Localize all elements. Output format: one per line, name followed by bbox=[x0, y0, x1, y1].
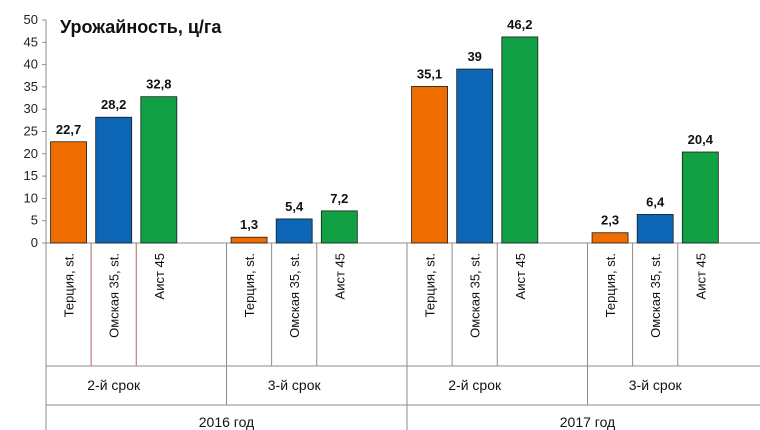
bar-value-label: 6,4 bbox=[646, 194, 665, 209]
chart-title: Урожайность, ц/га bbox=[60, 17, 222, 37]
y-tick-label: 5 bbox=[31, 213, 38, 228]
term-label: 2-й срок bbox=[448, 377, 502, 393]
term-label: 2-й срок bbox=[87, 377, 141, 393]
bar-value-label: 22,7 bbox=[56, 122, 81, 137]
category-label: Терция, st. bbox=[242, 253, 257, 317]
bar bbox=[50, 141, 87, 244]
bar-value-label: 46,2 bbox=[507, 17, 532, 32]
bar-value-label: 39 bbox=[467, 49, 481, 64]
bar-value-label: 20,4 bbox=[688, 132, 714, 147]
bar-value-label: 7,2 bbox=[330, 191, 348, 206]
category-label: Терция, st. bbox=[423, 253, 438, 317]
y-tick-label: 30 bbox=[24, 101, 38, 116]
bar-value-label: 2,3 bbox=[601, 213, 619, 228]
category-label: Омская 35, st. bbox=[287, 253, 302, 338]
year-label: 2017 год bbox=[560, 414, 615, 430]
term-label: 3-й срок bbox=[268, 377, 322, 393]
category-label: Омская 35, st. bbox=[107, 253, 122, 338]
category-label: Аист 45 bbox=[693, 253, 708, 299]
y-tick-label: 15 bbox=[24, 168, 38, 183]
bar bbox=[275, 218, 313, 244]
y-tick-label: 10 bbox=[24, 190, 38, 205]
y-tick-label: 50 bbox=[24, 12, 38, 27]
category-label: Аист 45 bbox=[152, 253, 167, 299]
y-tick-label: 40 bbox=[24, 57, 38, 72]
bar-value-label: 5,4 bbox=[285, 199, 304, 214]
bar bbox=[230, 236, 268, 244]
year-label: 2016 год bbox=[199, 414, 254, 430]
bar bbox=[636, 214, 674, 244]
category-label: Аист 45 bbox=[332, 253, 347, 299]
bar-value-label: 28,2 bbox=[101, 97, 126, 112]
bar bbox=[320, 210, 358, 244]
category-label: Терция, st. bbox=[603, 253, 618, 317]
bar bbox=[456, 68, 494, 244]
category-label: Терция, st. bbox=[62, 253, 77, 317]
y-tick-label: 35 bbox=[24, 79, 38, 94]
bar bbox=[95, 116, 133, 244]
bar bbox=[411, 86, 448, 244]
bar bbox=[591, 232, 629, 244]
plot-area: 0 5 10 15 20 25 30 35 40 45 50 22,7 Терция, st. 28,2 О… bbox=[24, 12, 760, 430]
category-label: Омская 35, st. bbox=[648, 253, 663, 338]
category-label: Омская 35, st. bbox=[468, 253, 483, 338]
y-tick-label: 0 bbox=[31, 235, 38, 250]
bar-value-label: 1,3 bbox=[240, 217, 258, 232]
y-tick-label: 45 bbox=[24, 34, 38, 49]
bar bbox=[681, 151, 719, 244]
y-tick-label: 20 bbox=[24, 146, 38, 161]
y-tick-label: 25 bbox=[24, 124, 38, 139]
bar-value-label: 35,1 bbox=[417, 66, 442, 81]
term-label: 3-й срок bbox=[629, 377, 683, 393]
bar bbox=[140, 96, 178, 244]
category-label: Аист 45 bbox=[513, 253, 528, 299]
bar-value-label: 32,8 bbox=[146, 77, 171, 92]
bar bbox=[501, 36, 539, 244]
